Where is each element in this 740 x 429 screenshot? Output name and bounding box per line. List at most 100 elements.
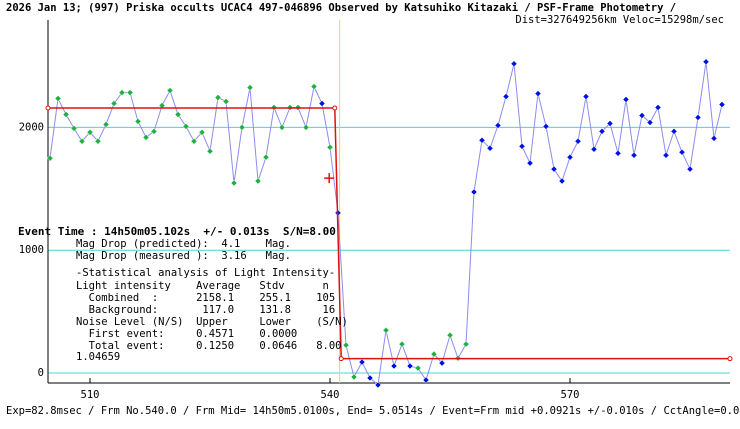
model-point	[338, 356, 344, 362]
data-point	[398, 340, 406, 348]
annotation: Combined : 2158.1 255.1 105	[76, 292, 335, 304]
data-point	[414, 364, 422, 372]
data-point	[574, 137, 582, 145]
data-point	[46, 154, 54, 162]
chart-subtitle: Dist=327649256km Veloc=15298m/sec	[515, 14, 724, 26]
annotation: Mag Drop (measured ): 3.16 Mag.	[76, 250, 291, 262]
data-point	[542, 123, 550, 130]
data-point	[134, 118, 142, 125]
data-point	[678, 148, 686, 156]
data-point	[222, 98, 230, 105]
chart-title: 2026 Jan 13; (997) Priska occults UCAC4 …	[6, 2, 676, 14]
data-point	[182, 123, 190, 130]
data-point	[110, 100, 118, 107]
data-point	[342, 341, 350, 349]
data-point	[590, 145, 598, 153]
data-point	[358, 358, 366, 366]
y-tick-label: 0	[38, 367, 44, 379]
data-point	[318, 100, 326, 107]
y-tick-label: 1000	[19, 244, 44, 256]
data-point	[150, 127, 158, 135]
data-point	[718, 101, 726, 108]
data-point	[166, 87, 174, 94]
data-point	[686, 165, 694, 173]
data-point	[174, 111, 182, 118]
data-point	[70, 125, 78, 132]
data-point	[478, 136, 486, 144]
data-point	[190, 137, 198, 145]
data-point	[118, 89, 126, 96]
data-point	[246, 84, 254, 91]
data-point	[526, 159, 534, 167]
data-point	[662, 151, 670, 159]
data-point	[254, 177, 262, 185]
data-point	[422, 376, 430, 384]
data-point	[470, 188, 478, 196]
data-point	[630, 151, 638, 159]
data-point	[206, 147, 214, 155]
data-point	[646, 119, 654, 126]
data-point	[198, 128, 206, 136]
data-point	[382, 326, 390, 334]
data-point	[374, 381, 382, 389]
data-point	[302, 124, 310, 131]
annotation: Noise Level (N/S) Upper Lower (S/N)	[76, 316, 348, 328]
model-point	[45, 105, 51, 111]
data-point	[238, 124, 246, 131]
data-point	[54, 95, 62, 102]
data-point	[390, 362, 398, 370]
data-point	[406, 362, 414, 370]
data-point	[126, 89, 134, 96]
data-point	[638, 112, 646, 119]
data-point	[78, 137, 86, 145]
data-point	[350, 373, 358, 381]
data-point	[654, 104, 662, 111]
data-point	[430, 350, 438, 358]
data-point	[670, 127, 678, 135]
data-point	[702, 58, 710, 66]
annotation: Light intensity Average Stdv n	[76, 280, 329, 292]
footer: Exp=82.8msec / Frm No.540.0 / Frm Mid= 1…	[6, 405, 740, 417]
data-point	[566, 153, 574, 161]
data-point	[494, 122, 502, 129]
data-point	[446, 331, 454, 339]
data-point	[366, 374, 374, 382]
data-point	[614, 149, 622, 157]
annotation: Mag Drop (predicted): 4.1 Mag.	[76, 238, 291, 250]
data-point	[462, 340, 470, 348]
model-curve	[48, 107, 730, 360]
x-tick-label: 570	[561, 389, 580, 401]
annotation: 1.04659	[76, 351, 120, 363]
data-point	[486, 144, 494, 152]
data-point	[142, 133, 150, 141]
data-point	[230, 179, 238, 187]
data-point	[438, 359, 446, 367]
data-point	[62, 111, 70, 118]
annotation: Total event: 0.1250 0.0646 8.00	[76, 340, 342, 352]
event-marker	[324, 173, 335, 184]
x-tick-label: 540	[321, 389, 340, 401]
data-point	[534, 90, 542, 97]
data-point	[94, 137, 102, 145]
data-point	[262, 153, 270, 161]
data-point	[278, 124, 286, 131]
model-point	[332, 105, 338, 111]
data-point	[598, 127, 606, 135]
annotation: First event: 0.4571 0.0000	[76, 328, 297, 340]
data-point	[558, 177, 566, 185]
data-point	[502, 93, 510, 100]
data-point	[710, 134, 718, 142]
annotation: Background: 117.0 131.8 16	[76, 304, 335, 316]
data-point	[582, 93, 590, 100]
data-point	[606, 120, 614, 127]
data-point	[694, 114, 702, 121]
x-tick-label: 510	[81, 389, 100, 401]
data-point	[214, 94, 222, 101]
data-point	[310, 83, 318, 90]
event-label: Event Time : 14h50m05.102s +/- 0.013s S/…	[18, 225, 336, 238]
data-point	[550, 165, 558, 173]
annotation: -Statistical analysis of Light Intensity…	[76, 267, 335, 279]
data-point	[326, 143, 334, 151]
